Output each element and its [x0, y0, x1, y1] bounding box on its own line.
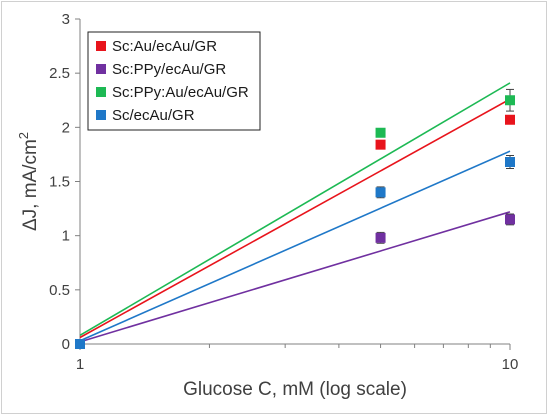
legend-label: Sc:Au/ecAu/GR: [112, 38, 217, 55]
legend-swatch: [96, 110, 106, 120]
y-tick-label: 0.5: [49, 282, 70, 299]
series-1-point: [375, 139, 386, 150]
y-axis-title: ΔJ, mA/cm2: [16, 132, 41, 231]
series-4-point: [505, 157, 515, 167]
plot-axes: [75, 18, 511, 350]
legend-label: Sc:PPy/ecAu/GR: [112, 61, 226, 78]
legend-swatch: [96, 87, 106, 97]
legend-box: [87, 31, 261, 131]
y-tick-label: 3: [62, 11, 70, 28]
y-axis-title-main: ΔJ, mA/cm: [20, 139, 41, 231]
y-tick-label: 1: [62, 228, 70, 245]
legend-swatch: [96, 41, 106, 51]
y-tick-label: 2.5: [49, 65, 70, 82]
y-tick-label: 0: [62, 336, 70, 353]
series-2-point: [375, 232, 386, 243]
y-tick-label: 2: [62, 119, 70, 136]
series-2-point: [505, 214, 515, 225]
series-1-trend-line: [79, 98, 511, 339]
tick-labels: 0 0.5 1 1.5 2 2.5 3 1 10: [49, 11, 518, 373]
legend-label: Sc:PPy:Au/ecAu/GR: [112, 84, 249, 101]
series-2-trend-line: [79, 211, 511, 343]
y-axis-title-superscript: 2: [16, 132, 31, 139]
series-3-trend-line: [79, 82, 511, 337]
series-4-trend-line: [79, 150, 511, 342]
y-tick-label: 1.5: [49, 174, 70, 191]
legend-swatch: [96, 64, 106, 74]
series-1-point: [505, 114, 515, 125]
series-4-point: [75, 339, 85, 349]
trend-lines: [79, 82, 511, 343]
x-tick-label: 10: [502, 356, 519, 373]
series-3-point: [375, 127, 386, 138]
series-4-point: [375, 187, 386, 198]
x-tick-label: 1: [76, 356, 84, 373]
data-points: [75, 88, 515, 349]
x-axis-title: Glucose C, mM (log scale): [183, 379, 407, 400]
series-3-point: [505, 95, 515, 106]
legend: Sc:Au/ecAu/GR Sc:PPy/ecAu/GR Sc:PPy:Au/ecA…: [87, 31, 261, 131]
legend-label: Sc/ecAu/GR: [112, 107, 195, 124]
